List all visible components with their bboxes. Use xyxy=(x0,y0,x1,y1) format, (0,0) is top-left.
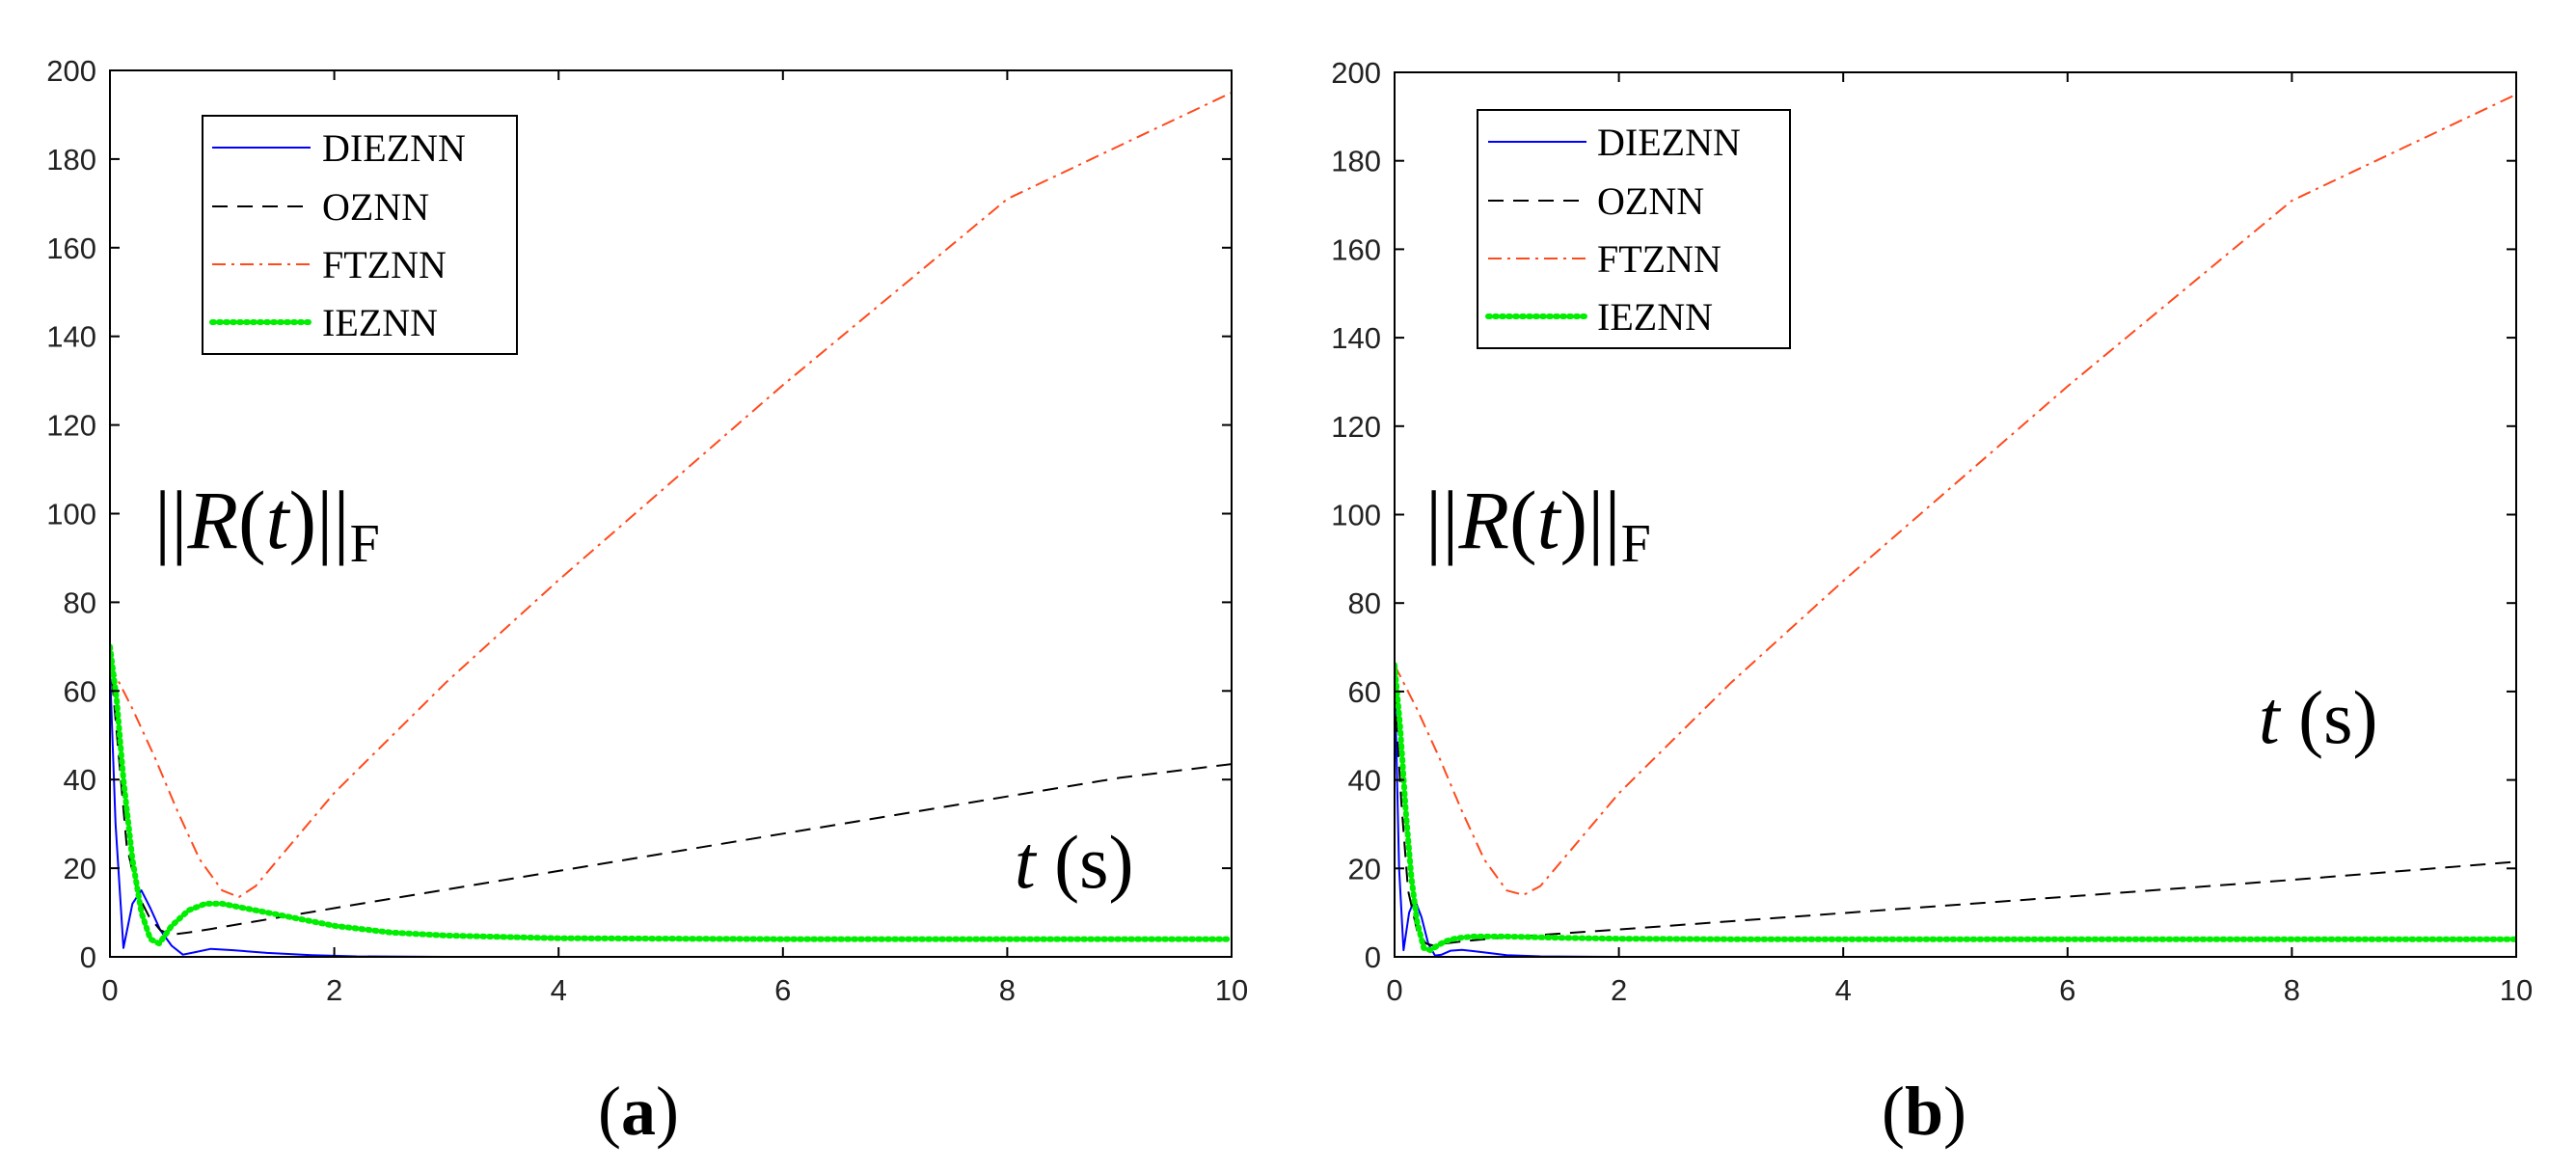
y-tick-label: 100 xyxy=(1331,499,1381,532)
series-line-ieznn xyxy=(1395,662,2516,954)
y-axis-label: ||R(t)||F xyxy=(1425,474,1651,574)
chart-panel-b: 0 20 40 60 80 100 120 140 160 180 200 0 2 4 6 8 10 DIEZN… xyxy=(1331,56,2533,1150)
x-tick-label: 6 xyxy=(774,973,791,1007)
series-line-ftznn xyxy=(110,92,1232,898)
series-line-ieznn xyxy=(110,643,1232,947)
legend-label: DIEZNN xyxy=(1597,121,1741,164)
legend: DIEZNN OZNN FTZNN IEZNN xyxy=(202,115,518,355)
y-tick-label: 120 xyxy=(1331,410,1381,444)
y-tick-label: 180 xyxy=(1331,145,1381,178)
legend-label: IEZNN xyxy=(322,301,438,344)
x-tick-label: 10 xyxy=(1215,973,1248,1007)
x-tick-label: 8 xyxy=(2284,973,2300,1007)
x-tick-label: 0 xyxy=(1386,973,1402,1007)
x-tick-label: 10 xyxy=(2500,973,2533,1007)
y-tick-label: 80 xyxy=(1348,586,1381,620)
series-line-ftznn xyxy=(1395,93,2516,896)
panel-caption: (b) xyxy=(1882,1073,1966,1150)
axis-ticks: 0 20 40 60 80 100 120 140 160 180 200 0 2 4 6 8 10 xyxy=(1331,56,2533,1007)
x-tick-label: 0 xyxy=(101,973,118,1007)
x-tick-label: 6 xyxy=(2059,973,2075,1007)
x-tick-label: 2 xyxy=(326,973,342,1007)
legend-label: DIEZNN xyxy=(322,126,466,170)
series-line-oznn xyxy=(110,655,1232,936)
legend-label: FTZNN xyxy=(322,243,447,286)
legend-box xyxy=(1477,109,1791,349)
y-tick-label: 20 xyxy=(1348,852,1381,885)
y-tick-label: 100 xyxy=(46,498,96,531)
y-tick-label: 60 xyxy=(64,674,96,708)
y-tick-label: 200 xyxy=(46,54,96,88)
y-tick-label: 200 xyxy=(1331,56,1381,90)
y-tick-label: 80 xyxy=(64,586,96,619)
legend-label: IEZNN xyxy=(1597,295,1713,339)
y-tick-label: 20 xyxy=(64,852,96,885)
series-line-oznn xyxy=(1395,691,2516,947)
x-tick-label: 8 xyxy=(999,973,1016,1007)
x-tick-label: 2 xyxy=(1611,973,1627,1007)
series-line-dieznn xyxy=(1395,668,2516,957)
x-tick-label: 4 xyxy=(1835,973,1852,1007)
y-tick-label: 40 xyxy=(1348,764,1381,798)
y-tick-label: 160 xyxy=(1331,232,1381,266)
x-axis-label: t (s) xyxy=(2259,675,2377,759)
chart-panel-a: 0 20 40 60 80 100 120 140 160 180 200 0 2 4 6 8 10 DIEZN… xyxy=(46,54,1248,1150)
y-tick-label: 120 xyxy=(46,409,96,443)
legend: DIEZNN OZNN FTZNN IEZNN xyxy=(1477,109,1791,349)
y-tick-label: 0 xyxy=(1365,940,1381,974)
axis-ticks: 0 20 40 60 80 100 120 140 160 180 200 0 2 4 6 8 10 xyxy=(46,54,1248,1007)
y-tick-label: 140 xyxy=(1331,321,1381,355)
legend-box xyxy=(202,115,518,355)
y-tick-label: 160 xyxy=(46,231,96,265)
x-tick-label: 4 xyxy=(551,973,567,1007)
legend-label: FTZNN xyxy=(1597,237,1722,281)
legend-label: OZNN xyxy=(1597,179,1704,223)
y-tick-label: 0 xyxy=(80,940,96,974)
plot-area xyxy=(1395,93,2516,957)
y-tick-label: 140 xyxy=(46,320,96,354)
panel-caption: (a) xyxy=(598,1073,679,1150)
y-tick-label: 60 xyxy=(1348,675,1381,709)
y-tick-label: 180 xyxy=(46,143,96,177)
y-tick-label: 40 xyxy=(64,763,96,797)
x-axis-label: t (s) xyxy=(1015,820,1133,904)
legend-label: OZNN xyxy=(322,185,429,229)
y-axis-label: ||R(t)||F xyxy=(154,474,380,574)
